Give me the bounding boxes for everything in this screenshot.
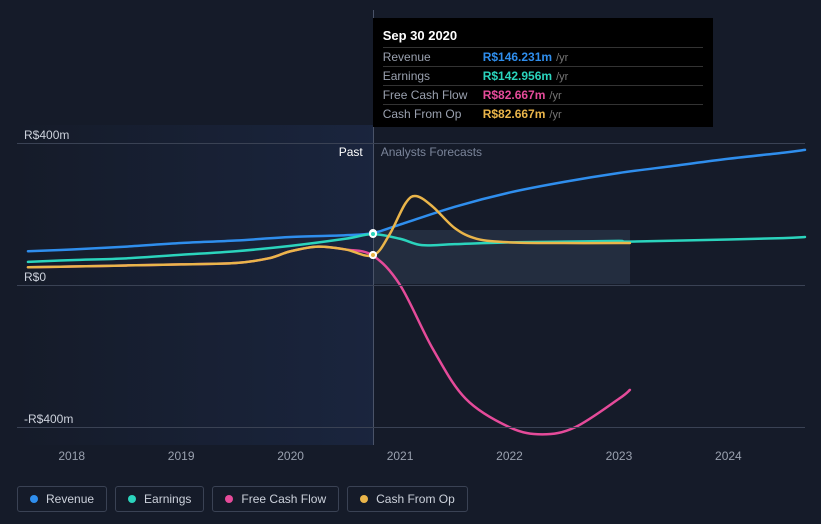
tooltip-row-label: Cash From Op: [383, 107, 483, 121]
tooltip-row-unit: /yr: [556, 71, 568, 83]
tooltip-row: RevenueR$146.231m/yr: [383, 47, 703, 66]
tooltip-row-unit: /yr: [556, 52, 568, 64]
x-tick-label: 2024: [715, 449, 742, 463]
series-cfo: [28, 196, 630, 267]
chart-tooltip: Sep 30 2020 RevenueR$146.231m/yrEarnings…: [373, 18, 713, 127]
chart-legend: Revenue Earnings Free Cash Flow Cash From O…: [17, 486, 468, 512]
y-gridline: R$0: [17, 285, 805, 286]
legend-dot: [128, 495, 136, 503]
legend-label: Cash From Op: [376, 492, 455, 506]
tooltip-row-label: Earnings: [383, 69, 483, 83]
legend-item[interactable]: Earnings: [115, 486, 204, 512]
x-tick-label: 2023: [606, 449, 633, 463]
y-tick-label: R$400m: [24, 128, 69, 142]
legend-label: Revenue: [46, 492, 94, 506]
legend-label: Free Cash Flow: [241, 492, 326, 506]
y-gridline: -R$400m: [17, 427, 805, 428]
legend-dot: [225, 495, 233, 503]
legend-item[interactable]: Cash From Op: [347, 486, 468, 512]
financials-chart: Past Analysts Forecasts -R$400mR$0R$400m…: [17, 125, 805, 445]
series-fcf: [28, 247, 630, 435]
tooltip-date: Sep 30 2020: [383, 24, 703, 47]
tooltip-row: Cash From OpR$82.667m/yr: [383, 104, 703, 123]
legend-label: Earnings: [144, 492, 191, 506]
y-tick-label: -R$400m: [24, 412, 73, 426]
hover-marker: [369, 230, 377, 238]
tooltip-row: Free Cash FlowR$82.667m/yr: [383, 85, 703, 104]
x-tick-label: 2021: [387, 449, 414, 463]
y-tick-label: R$0: [24, 270, 46, 284]
tooltip-row-label: Revenue: [383, 50, 483, 64]
y-gridline: R$400m: [17, 143, 805, 144]
tooltip-row-unit: /yr: [549, 90, 561, 102]
legend-dot: [30, 495, 38, 503]
series-earnings: [28, 234, 805, 262]
x-tick-label: 2020: [277, 449, 304, 463]
tooltip-row-unit: /yr: [549, 109, 561, 121]
hover-marker: [369, 251, 377, 259]
x-tick-label: 2018: [58, 449, 85, 463]
x-tick-label: 2022: [496, 449, 523, 463]
x-tick-label: 2019: [168, 449, 195, 463]
tooltip-row-value: R$146.231m: [483, 50, 552, 64]
tooltip-row: EarningsR$142.956m/yr: [383, 66, 703, 85]
tooltip-row-value: R$142.956m: [483, 69, 552, 83]
tooltip-row-value: R$82.667m: [483, 107, 546, 121]
legend-item[interactable]: Revenue: [17, 486, 107, 512]
legend-item[interactable]: Free Cash Flow: [212, 486, 339, 512]
series-revenue: [28, 150, 805, 251]
tooltip-row-value: R$82.667m: [483, 88, 546, 102]
legend-dot: [360, 495, 368, 503]
tooltip-row-label: Free Cash Flow: [383, 88, 483, 102]
